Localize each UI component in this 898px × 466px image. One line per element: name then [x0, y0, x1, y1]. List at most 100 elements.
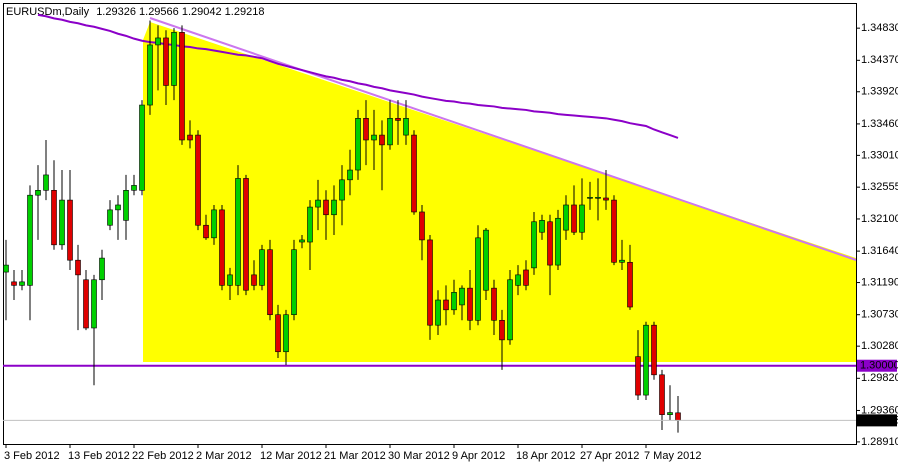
y-tick-label: 1.29820 [861, 372, 898, 384]
candle-body [347, 169, 353, 181]
candle-body [179, 32, 185, 141]
candle-body [211, 209, 217, 239]
triangle-pattern [143, 22, 856, 362]
x-tick-label: 3 Feb 2012 [4, 450, 60, 462]
candle-body [227, 274, 233, 286]
candle-body [139, 104, 145, 191]
high-value: 1.29566 [139, 6, 179, 18]
candle-body [563, 204, 569, 231]
candle-body [155, 37, 161, 46]
y-tick-label: 1.32555 [861, 181, 898, 193]
candle-body [611, 199, 617, 263]
candle-body [299, 239, 305, 243]
candle-body [539, 220, 545, 233]
candle-body [483, 229, 489, 291]
candle-body [115, 204, 121, 211]
candle-body [579, 204, 585, 233]
y-tick-label: 1.31190 [861, 276, 898, 288]
candle-body [363, 118, 369, 141]
candle-body [659, 374, 665, 415]
candle-body [203, 224, 209, 239]
y-tick-label: 1.32100 [861, 213, 898, 225]
candle-body [235, 178, 241, 286]
y-tick-label: 1.34830 [861, 22, 898, 34]
candle-body [491, 287, 497, 321]
candle-body [643, 324, 649, 396]
candle-body [51, 190, 57, 246]
candle-body [19, 281, 25, 286]
candle-body [651, 324, 657, 376]
candle-body [171, 32, 177, 86]
x-tick-label: 18 Apr 2012 [516, 450, 575, 462]
candle-body [355, 118, 361, 171]
candle-body [219, 209, 225, 286]
candle-body [667, 412, 673, 415]
candle-body [339, 179, 345, 201]
x-tick-label: 9 Apr 2012 [452, 450, 505, 462]
candle-body [435, 299, 441, 326]
candle-body [59, 199, 65, 246]
candle-body [371, 134, 377, 141]
candle-body [395, 118, 401, 121]
candle-body [267, 249, 273, 316]
candle-body [43, 174, 49, 191]
candle-body [147, 44, 153, 106]
bid-label: 1.29218 [860, 414, 898, 426]
candle-body [67, 199, 73, 261]
x-tick-label: 13 Feb 2012 [68, 450, 130, 462]
candle-body [291, 249, 297, 316]
candle-body [571, 204, 577, 233]
plot-frame [3, 3, 857, 445]
candle-body [627, 261, 633, 308]
level-label-box [857, 359, 897, 372]
candle-body [507, 279, 513, 341]
candle-body [251, 274, 257, 286]
candle-body [131, 185, 137, 191]
open-value: 1.29326 [96, 6, 136, 18]
candle-body [619, 259, 625, 263]
candle-body [123, 190, 129, 221]
candle-body [547, 221, 553, 266]
y-tick-label: 1.30280 [861, 340, 898, 352]
candle-body [427, 239, 433, 326]
candle-body [3, 264, 9, 273]
candle-body [107, 209, 113, 226]
candle-body [515, 274, 521, 286]
bid-label-box [857, 414, 897, 427]
y-tick-label: 1.34370 [861, 54, 898, 66]
candle-body [499, 319, 505, 341]
candle-body [451, 292, 457, 311]
candle-body [275, 314, 281, 353]
candle-body [163, 37, 169, 86]
candle-body [411, 134, 417, 213]
candle-body [35, 190, 41, 196]
candle-body [283, 314, 289, 353]
candle-body [195, 134, 201, 226]
candle-body [331, 199, 337, 216]
y-tick-label: 1.29360 [861, 404, 898, 416]
candle-body [91, 279, 97, 329]
candle-body [675, 412, 681, 421]
chart-header: EURUSDm,Daily 1.29326 1.29566 1.29042 1.… [6, 6, 264, 18]
candle-body [307, 206, 313, 243]
candle-body [187, 134, 193, 141]
x-tick-label: 30 Mar 2012 [388, 450, 450, 462]
candle-body [315, 199, 321, 208]
candle-body [595, 196, 601, 199]
candle-body [379, 134, 385, 146]
close-value: 1.29218 [225, 6, 265, 18]
x-tick-label: 22 Feb 2012 [132, 450, 194, 462]
x-tick-label: 27 Apr 2012 [580, 450, 639, 462]
candle-body [587, 196, 593, 199]
candle-body [523, 269, 529, 286]
candle-body [27, 194, 33, 286]
candle-body [475, 237, 481, 321]
low-value: 1.29042 [182, 6, 222, 18]
candle-body [459, 287, 465, 306]
candle-body [603, 197, 609, 201]
candle-body [387, 118, 393, 146]
y-tick-label: 1.33920 [861, 86, 898, 98]
y-tick-label: 1.28910 [861, 436, 898, 448]
candle-body [403, 118, 409, 136]
